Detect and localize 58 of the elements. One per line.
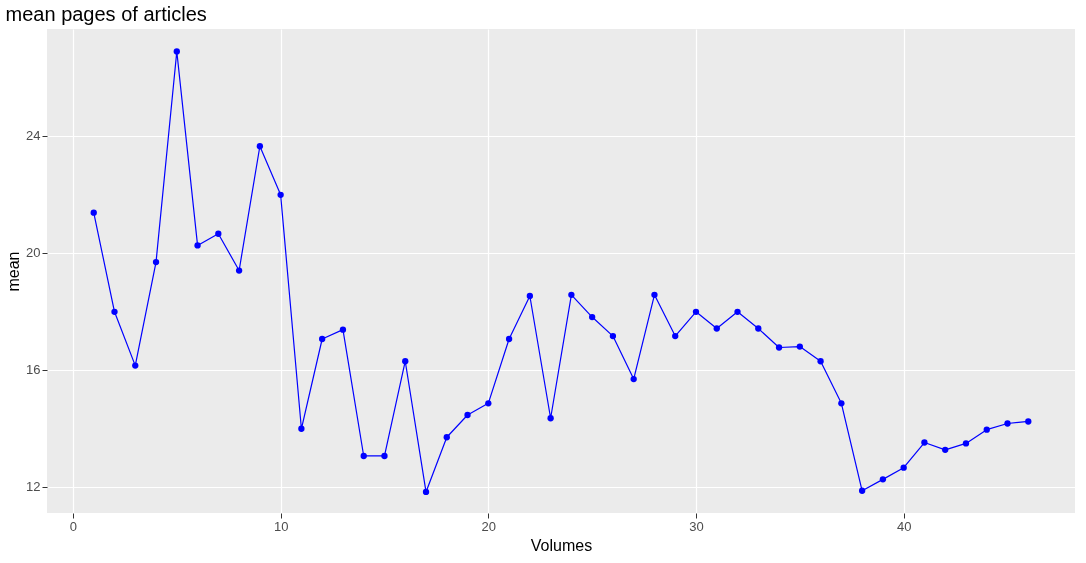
point (215, 230, 222, 237)
point (692, 308, 700, 315)
point (838, 400, 845, 407)
point (775, 344, 783, 351)
point (900, 464, 907, 471)
point (817, 358, 824, 365)
x-tick-label: 40 (896, 518, 912, 534)
point (173, 48, 180, 55)
point (630, 375, 637, 383)
point (672, 332, 679, 340)
point (962, 440, 970, 447)
point (152, 258, 160, 266)
point (339, 326, 347, 333)
x-tick-label: 0 (69, 518, 78, 534)
point (277, 191, 284, 198)
point (111, 308, 118, 315)
point (256, 143, 264, 150)
x-tick-label: 20 (481, 518, 497, 534)
chart-title: mean pages of articles (5, 3, 207, 25)
point (568, 291, 575, 298)
point (443, 434, 450, 441)
point (381, 452, 388, 460)
point (796, 343, 803, 350)
x-tick-label: 10 (273, 518, 289, 534)
point (547, 415, 554, 422)
point (879, 476, 887, 483)
point (485, 400, 492, 407)
point (319, 335, 326, 343)
point (1025, 418, 1032, 425)
point (1004, 420, 1011, 427)
point (734, 308, 741, 315)
point (132, 362, 139, 369)
y-tick-label: 16 (26, 362, 41, 378)
point (983, 426, 990, 433)
point (651, 291, 658, 298)
y-tick-label: 20 (26, 245, 41, 261)
x-axis-title: Volumes (530, 536, 593, 554)
point (858, 487, 866, 494)
x-tick-label: 30 (689, 518, 704, 534)
point (235, 267, 243, 274)
point (921, 439, 928, 446)
point (422, 488, 430, 496)
point (526, 292, 534, 300)
point (713, 325, 720, 332)
point (194, 242, 201, 249)
point (755, 325, 762, 332)
y-tick-label: 12 (26, 479, 41, 495)
point (90, 209, 97, 216)
point (402, 358, 409, 365)
point (298, 425, 305, 432)
point (942, 446, 949, 453)
point (588, 313, 596, 321)
point (609, 332, 617, 340)
point (360, 452, 367, 460)
y-tick-label: 24 (26, 128, 41, 144)
point (464, 411, 471, 419)
y-axis-title: mean (5, 251, 23, 292)
point (505, 335, 513, 343)
